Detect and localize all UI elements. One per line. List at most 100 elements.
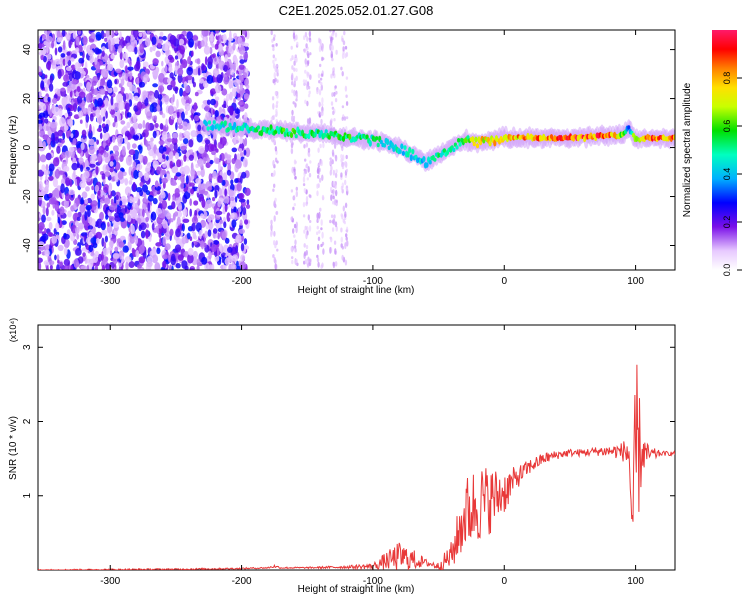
heatmap-cell [71, 80, 77, 85]
heatmap-cell [309, 74, 312, 80]
heatmap-cell [136, 101, 143, 110]
x-tick-label: 0 [501, 576, 507, 587]
heatmap-cell [115, 194, 119, 201]
heatmap-cell [330, 50, 333, 58]
heatmap-cell [227, 246, 233, 253]
heatmap-cell [333, 240, 337, 245]
heatmap-cell [112, 122, 116, 128]
heatmap-cell [44, 74, 48, 79]
heatmap-cell [293, 203, 296, 207]
heatmap-cell [98, 145, 105, 156]
heatmap-cell [229, 108, 234, 116]
heatmap-cell [147, 202, 151, 212]
heatmap-cell [222, 172, 228, 182]
heatmap-cell [148, 149, 154, 157]
heatmap-cell [319, 41, 322, 47]
heatmap-cell [116, 205, 122, 215]
heatmap-cell [141, 132, 146, 138]
heatmap-cell [142, 208, 145, 218]
heatmap-cell [290, 216, 293, 221]
heatmap-cell [162, 154, 166, 160]
heatmap-cell [196, 133, 203, 143]
heatmap-cell [239, 55, 243, 61]
heatmap-cell [206, 126, 210, 131]
heatmap-cell [200, 167, 205, 178]
heatmap-cell [51, 40, 55, 49]
heatmap-cell [139, 43, 145, 54]
heatmap-cell [42, 34, 47, 40]
heatmap-cell [146, 106, 151, 112]
figure-title: C2E1.2025.052.01.27.G08 [279, 3, 434, 18]
heatmap-cell [72, 103, 77, 112]
heatmap-cell [211, 244, 217, 253]
heatmap-cell [91, 84, 94, 93]
heatmap-cell [274, 77, 277, 82]
heatmap-cell [152, 70, 159, 76]
heatmap-cell [292, 101, 295, 105]
heatmap-cell [145, 167, 149, 173]
heatmap-cell [207, 186, 213, 191]
heatmap-cell [76, 233, 80, 240]
heatmap-cell [63, 97, 68, 106]
heatmap-cell [292, 228, 295, 234]
heatmap-cell [341, 71, 344, 77]
heatmap-cell [345, 116, 349, 120]
heatmap-cell [170, 218, 174, 223]
heatmap-cell [108, 185, 111, 196]
heatmap-cell [196, 258, 201, 267]
heatmap-cell [219, 219, 224, 224]
heatmap-cell [295, 68, 298, 72]
heatmap-cell [132, 122, 140, 129]
heatmap-cell [304, 58, 307, 65]
heatmap-cell [112, 223, 119, 228]
heatmap-cell [345, 168, 349, 173]
heatmap-cell [150, 211, 157, 221]
heatmap-cell [321, 56, 324, 62]
heatmap-cell [230, 179, 234, 185]
heatmap-cell [290, 148, 294, 155]
heatmap-cell [91, 266, 95, 270]
heatmap-cell [142, 155, 148, 165]
heatmap-cell [121, 72, 126, 81]
heatmap-cell [131, 247, 135, 254]
heatmap-cell [74, 62, 81, 70]
heatmap-cell [101, 229, 108, 236]
heatmap-cell [44, 244, 51, 249]
heatmap-cell [233, 121, 237, 129]
heatmap-cell [219, 136, 223, 145]
heatmap-cell [38, 257, 43, 263]
heatmap-cell [161, 187, 164, 196]
heatmap-cell [120, 120, 126, 125]
heatmap-cell [139, 189, 144, 197]
heatmap-cell [55, 189, 60, 199]
heatmap-cell [87, 49, 94, 57]
heatmap-cell [200, 213, 204, 219]
heatmap-cell [224, 257, 230, 266]
heatmap-cell [74, 129, 79, 139]
heatmap-cell [226, 169, 232, 176]
heatmap-cell [178, 124, 183, 130]
heatmap-cell [104, 157, 110, 164]
heatmap-cell [162, 236, 167, 246]
x-tick-label: -100 [363, 576, 383, 587]
heatmap-cell [334, 183, 337, 190]
heatmap-cell [70, 57, 75, 62]
spectrogram-y-ticks: -40 -20 0 20 40 [22, 44, 675, 253]
heatmap-cell [59, 206, 65, 216]
heatmap-cell [180, 182, 185, 190]
heatmap-cell [274, 146, 278, 152]
heatmap-cell [100, 30, 105, 40]
heatmap-cell [196, 170, 202, 176]
heatmap-cell [341, 254, 344, 261]
heatmap-cell [132, 143, 137, 149]
heatmap-cell [78, 57, 85, 64]
heatmap-cell [334, 98, 338, 103]
heatmap-cell [329, 246, 332, 254]
heatmap-cell [104, 171, 111, 178]
heatmap-cell [318, 230, 321, 234]
heatmap-cell [318, 177, 322, 183]
heatmap-cell [182, 218, 190, 223]
heatmap-cell [340, 185, 344, 191]
heatmap-cell [60, 87, 66, 92]
heatmap-cell [124, 136, 129, 145]
